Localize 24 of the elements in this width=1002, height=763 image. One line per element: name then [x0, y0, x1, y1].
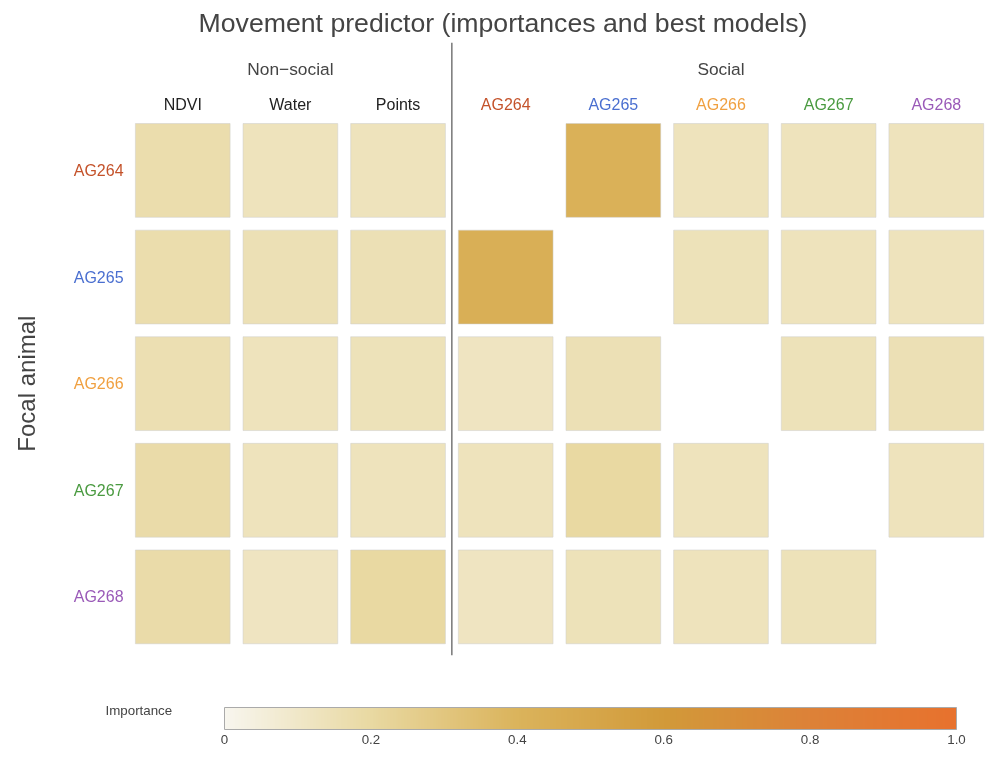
color-bar-label: 0.8 [800, 731, 820, 747]
x-tick-label: AG266 [696, 95, 746, 113]
annotation: Social [697, 59, 745, 80]
y-tick-label: AG265 [73, 268, 124, 286]
x-tick-label: Points [375, 95, 421, 113]
y-tick-label: AG264 [73, 161, 124, 179]
x-tick-label: AG265 [588, 95, 639, 113]
color-bar-label: 0 [220, 731, 229, 747]
y-tick-label: AG267 [73, 481, 124, 499]
y-tick-label: AG268 [73, 588, 124, 606]
x-tick-label: NDVI [163, 95, 202, 113]
y-axis-title: Focal animal [13, 315, 41, 452]
color-bar-label: 0.6 [654, 731, 673, 747]
color-bar-label: 0.4 [508, 731, 528, 747]
chart-title: Movement predictor (importances and best models) [198, 7, 808, 38]
y-tick-label: AG266 [73, 375, 124, 393]
x-tick-label: Water [269, 95, 313, 113]
color-bar-label: 1.0 [947, 731, 966, 747]
color-bar-title: Importance [105, 703, 173, 718]
annotation: Non−social [247, 59, 334, 80]
color-bar-label: 0.2 [361, 731, 381, 747]
x-tick-label: AG267 [803, 95, 854, 113]
x-tick-label: AG268 [911, 95, 962, 113]
x-tick-label: AG264 [480, 95, 531, 113]
